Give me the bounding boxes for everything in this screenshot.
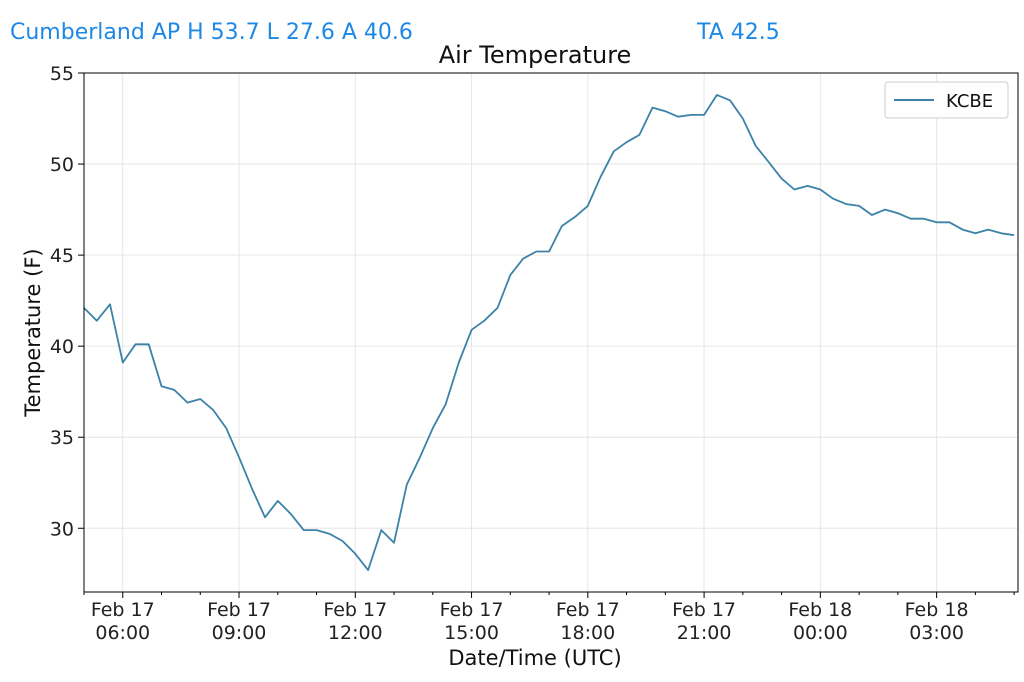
y-tick-label: 40 xyxy=(50,336,74,358)
x-tick-label-time: 00:00 xyxy=(793,622,848,644)
x-tick-label-time: 21:00 xyxy=(677,622,732,644)
grid-lines xyxy=(84,72,1018,592)
y-axis-title: Temperature (F) xyxy=(21,248,45,417)
x-axis-title: Date/Time (UTC) xyxy=(448,646,621,670)
x-tick-label-date: Feb 17 xyxy=(207,599,271,621)
station-summary: Cumberland AP H 53.7 L 27.6 A 40.6 xyxy=(10,20,413,45)
y-tick-label: 50 xyxy=(50,154,74,176)
x-tick-label-date: Feb 17 xyxy=(672,599,736,621)
x-tick-label-date: Feb 17 xyxy=(91,599,155,621)
x-tick-label-time: 18:00 xyxy=(560,622,615,644)
legend-label-kcbe: KCBE xyxy=(946,91,993,112)
y-tick-label: 45 xyxy=(50,245,74,267)
x-tick-label-time: 12:00 xyxy=(328,622,383,644)
x-tick-label-time: 06:00 xyxy=(95,622,150,644)
x-tick-label-time: 09:00 xyxy=(212,622,267,644)
x-tick-label-date: Feb 17 xyxy=(440,599,504,621)
y-tick-label: 55 xyxy=(50,63,74,85)
x-tick-label-date: Feb 18 xyxy=(788,599,852,621)
y-axis: 30 35 40 45 50 55 xyxy=(50,63,84,540)
x-tick-label-time: 03:00 xyxy=(909,622,964,644)
legend-box xyxy=(884,81,1009,119)
chart-title: Air Temperature xyxy=(439,41,632,69)
x-tick-label-date: Feb 17 xyxy=(556,599,620,621)
ta-summary: TA 42.5 xyxy=(697,20,780,45)
plot-frame xyxy=(83,72,1019,593)
x-tick-label-time: 15:00 xyxy=(444,622,499,644)
x-tick-label-date: Feb 17 xyxy=(323,599,387,621)
series-layer xyxy=(83,94,1015,571)
legend: KCBE xyxy=(884,81,1009,119)
y-tick-label: 35 xyxy=(50,427,74,449)
x-tick-label-date: Feb 18 xyxy=(905,599,969,621)
y-tick-label: 30 xyxy=(50,518,74,540)
series-line-kcbe xyxy=(83,94,1015,571)
